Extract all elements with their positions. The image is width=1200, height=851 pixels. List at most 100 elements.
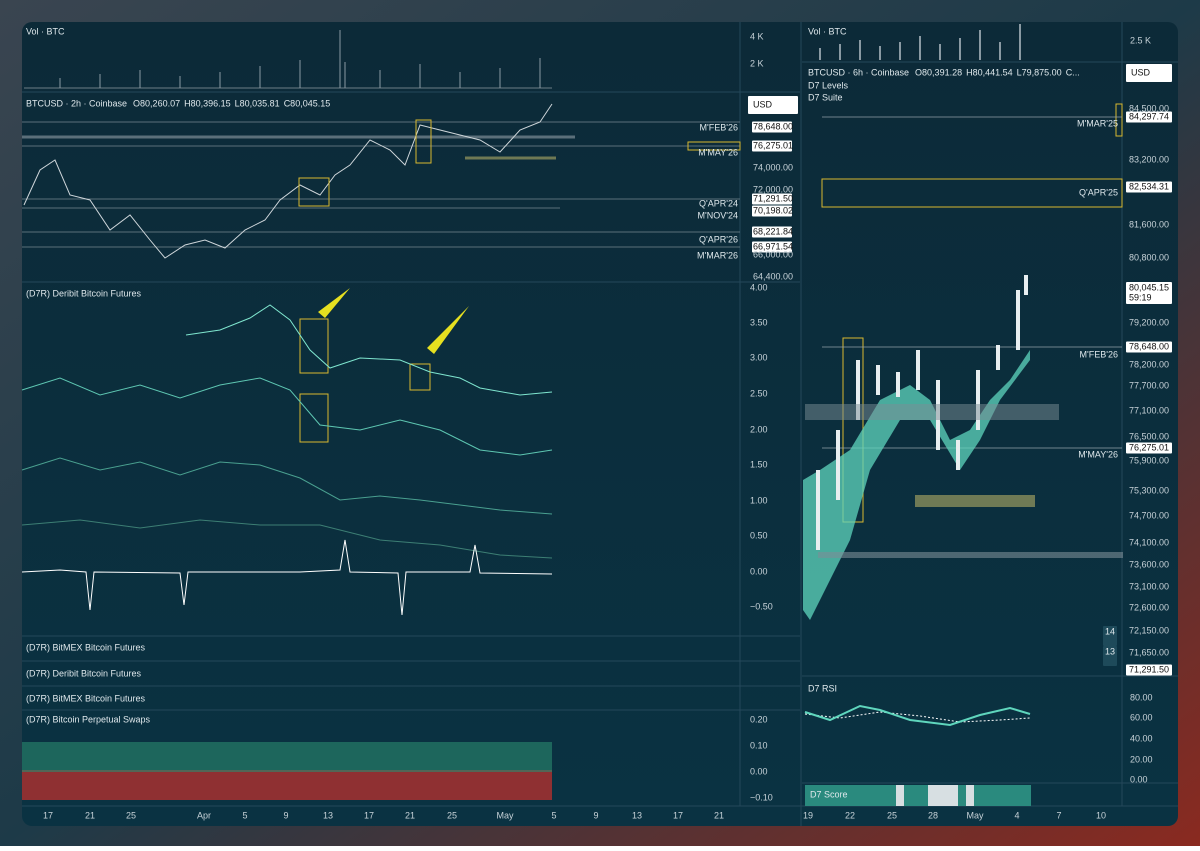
- label-box: [1126, 64, 1172, 82]
- indicator-name: D7 Levels: [808, 80, 849, 90]
- date-label: May: [966, 810, 984, 820]
- price-axis-label: 78,648.00: [1129, 341, 1169, 351]
- date-label: Apr: [197, 810, 211, 820]
- price-axis-label: 80,045.15: [1129, 282, 1169, 292]
- date-label: 10: [1096, 810, 1106, 820]
- badge: 14: [1105, 626, 1115, 636]
- annotation-arrows: [318, 288, 469, 354]
- price-header: L79,875.00: [1017, 67, 1062, 77]
- axis-label: 2.00: [750, 424, 768, 434]
- price-axis-label: 74,700.00: [1129, 510, 1169, 520]
- date-label: 9: [283, 810, 288, 820]
- labels: Vol · BTC 4 K 2 K BTCUSD · 2h · Coinbase O80…: [26, 26, 1172, 820]
- axis-label: 2.5 K: [1130, 35, 1151, 45]
- label-box: [1126, 341, 1172, 353]
- left-price-levels: [22, 121, 740, 248]
- axis-label: −0.10: [750, 792, 773, 802]
- price-axis-label: 79,200.00: [1129, 317, 1169, 327]
- price-axis-label: 81,600.00: [1129, 219, 1169, 229]
- date-label: 13: [632, 810, 642, 820]
- pane-title: (D7R) BitMEX Bitcoin Futures: [26, 642, 146, 652]
- price-axis-label: 76,500.00: [1129, 431, 1169, 441]
- swaps-positive: [22, 742, 552, 772]
- label-box: [1126, 111, 1172, 123]
- axis-label: 2.50: [750, 388, 768, 398]
- pane-title: (D7R) BitMEX Bitcoin Futures: [26, 693, 146, 703]
- level-label: M'MAY'26: [1078, 449, 1118, 459]
- price-axis-label: 74,000.00: [753, 162, 793, 172]
- date-label: 21: [85, 810, 95, 820]
- label-box: [752, 241, 792, 253]
- price-header: BTCUSD · 6h · Coinbase: [808, 67, 909, 77]
- label-box: [748, 96, 798, 114]
- currency-button: USD: [753, 99, 773, 109]
- price-axis-label: 76,275.01: [753, 140, 793, 150]
- axis-label: 0.00: [1130, 774, 1148, 784]
- date-label: 25: [887, 810, 897, 820]
- price-axis-label: 84,297.74: [1129, 111, 1169, 121]
- currency-button: USD: [1131, 67, 1151, 77]
- label-box: [1126, 664, 1172, 676]
- label-box: [752, 193, 792, 205]
- pane-title: (D7R) Deribit Bitcoin Futures: [26, 288, 142, 298]
- axis-label: 3.50: [750, 317, 768, 327]
- axis-label: 0.00: [750, 766, 768, 776]
- axis-label: 4 K: [750, 31, 764, 41]
- axis-label: 0.00: [750, 566, 768, 576]
- level-label: M'MAR'26: [697, 250, 738, 260]
- price-axis-label: 73,600.00: [1129, 559, 1169, 569]
- level-label: M'FEB'26: [1080, 349, 1118, 359]
- badge: 13: [1105, 646, 1115, 656]
- price-header: L80,035.81: [235, 98, 280, 108]
- date-label: 17: [673, 810, 683, 820]
- price-axis-label: 71,291.50: [1129, 664, 1169, 674]
- countdown: 59:19: [1129, 292, 1152, 302]
- label-box: [1103, 646, 1117, 666]
- level-label: Q'APR'24: [699, 198, 738, 208]
- date-label: 5: [242, 810, 247, 820]
- label-box: [1126, 282, 1172, 304]
- price-axis-label: 82,534.31: [1129, 181, 1169, 191]
- level-label: M'MAR'25: [1077, 118, 1118, 128]
- indicator-name: D7 Suite: [808, 92, 843, 102]
- pane-title: D7 Score: [810, 789, 848, 799]
- date-label: May: [496, 810, 514, 820]
- price-axis-label: 76,275.01: [1129, 442, 1169, 452]
- axis-label: 0.10: [750, 740, 768, 750]
- price-axis-label: 66,000.00: [753, 249, 793, 259]
- price-header: O80,260.07: [133, 98, 180, 108]
- futures-lines: [21, 304, 553, 616]
- axis-label: 2 K: [750, 58, 764, 68]
- label-box: [752, 121, 792, 133]
- date-label: 17: [43, 810, 53, 820]
- level-label: M'MAY'26: [698, 147, 738, 157]
- date-label: 17: [364, 810, 374, 820]
- level-label: Q'APR'25: [1079, 187, 1118, 197]
- axis-label: 60.00: [1130, 712, 1153, 722]
- price-axis-label: 75,300.00: [1129, 485, 1169, 495]
- price-axis-label: 80,800.00: [1129, 252, 1169, 262]
- date-label: 28: [928, 810, 938, 820]
- label-box: [752, 205, 792, 217]
- price-axis-label: 72,600.00: [1129, 602, 1169, 612]
- price-axis-label: 71,291.50: [753, 193, 793, 203]
- pane-title: (D7R) Deribit Bitcoin Futures: [26, 668, 142, 678]
- date-label: 25: [126, 810, 136, 820]
- level-label: M'FEB'26: [700, 122, 738, 132]
- price-axis-label: 64,400.00: [753, 271, 793, 281]
- price-axis-label: 75,900.00: [1129, 455, 1169, 465]
- axis-label: 1.50: [750, 459, 768, 469]
- date-label: 5: [551, 810, 556, 820]
- label-box: [752, 140, 792, 152]
- price-axis-label: 77,700.00: [1129, 380, 1169, 390]
- window: [22, 22, 1178, 826]
- price-axis-label: 66,971.54: [753, 241, 793, 251]
- date-label: 13: [323, 810, 333, 820]
- price-axis-label: 84,500.00: [1129, 103, 1169, 113]
- axis-label: 20.00: [1130, 754, 1153, 764]
- date-label: 7: [1056, 810, 1061, 820]
- price-header: C...: [1066, 67, 1080, 77]
- date-label: 25: [447, 810, 457, 820]
- price-axis-label: 77,100.00: [1129, 405, 1169, 415]
- price-axis-label: 78,200.00: [1129, 359, 1169, 369]
